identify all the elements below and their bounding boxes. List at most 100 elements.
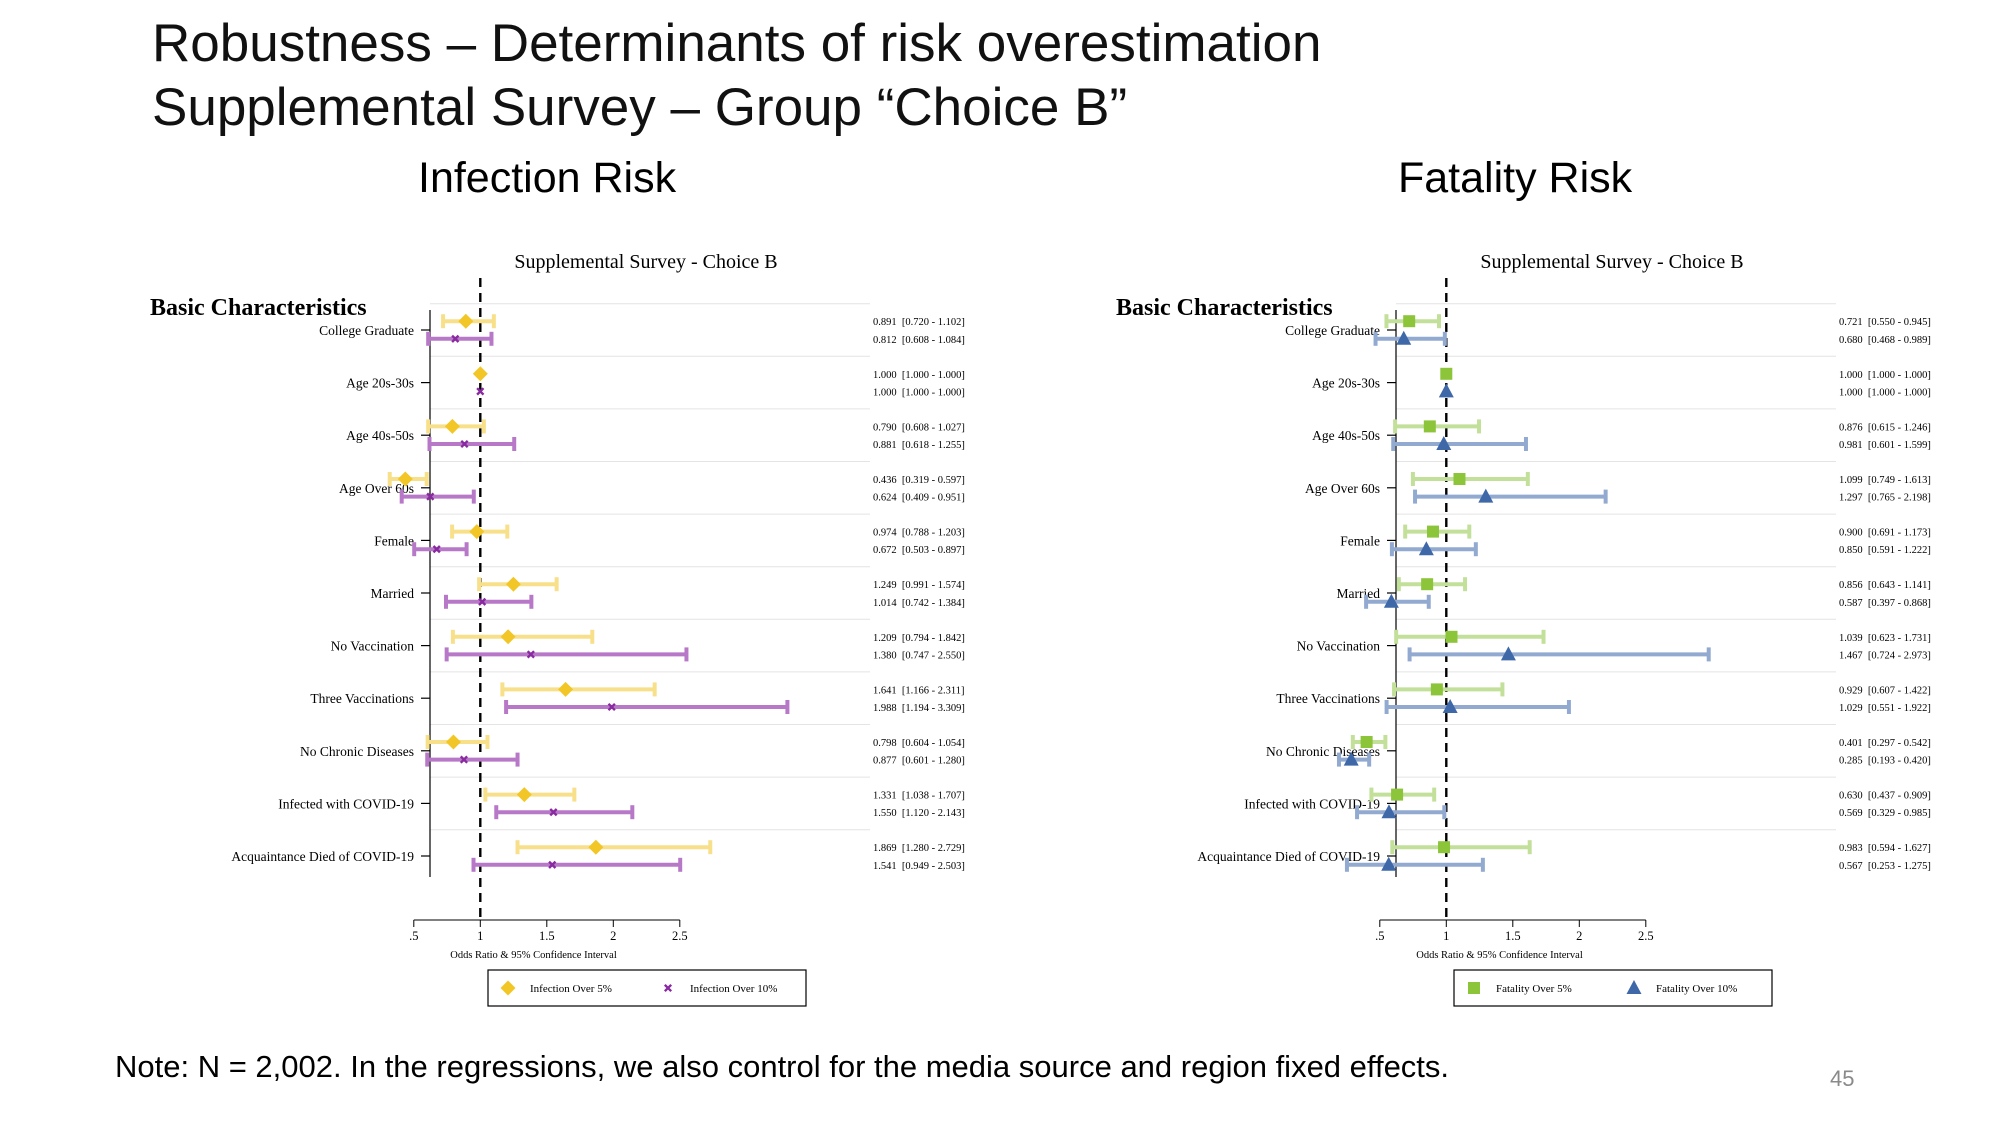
infection-estimate-label: 1.000 [1.000 - 1.000] — [873, 387, 965, 398]
fatality-estimate-label: 0.929 [0.607 - 1.422] — [1839, 685, 1931, 696]
fatality-estimate-label: 0.569 [0.329 - 0.985] — [1839, 808, 1931, 819]
fatality-estimate-label: 0.983 [0.594 - 1.627] — [1839, 843, 1931, 854]
infection-estimate-label: 1.249 [0.991 - 1.574] — [873, 580, 965, 591]
infection-legend-marker — [663, 983, 673, 993]
infection-point-marker — [526, 650, 535, 659]
fatality-point-marker — [1442, 699, 1458, 713]
infection-point-marker — [469, 524, 485, 540]
fatality-estimate-label: 1.039 [0.623 - 1.731] — [1839, 633, 1931, 644]
fatality-category-label: Age 20s-30s — [1312, 376, 1380, 391]
fatality-estimate-label: 1.297 [0.765 - 2.198] — [1839, 493, 1931, 504]
fatality-legend-label: Fatality Over 5% — [1496, 983, 1572, 995]
infection-estimate-label: 1.541 [0.949 - 2.503] — [873, 861, 965, 872]
fatality-point-marker — [1403, 315, 1416, 328]
fatality-legend-marker — [1468, 982, 1480, 994]
infection-risk-heading: Infection Risk — [418, 154, 677, 202]
infection-point-marker — [558, 681, 574, 697]
infection-category-label: Age 40s-50s — [346, 428, 414, 443]
infection-point-marker — [548, 860, 557, 869]
infection-estimate-label: 0.790 [0.608 - 1.027] — [873, 422, 965, 433]
infection-point-marker — [445, 734, 461, 750]
infection-point-marker — [459, 755, 468, 764]
infection-estimate-label: 0.877 [0.601 - 1.280] — [873, 756, 965, 767]
fatality-x-tick-label: 2.5 — [1638, 929, 1654, 943]
infection-category-label: College Graduate — [319, 323, 414, 338]
fatality-point-marker — [1440, 367, 1453, 380]
fatality-point-marker — [1445, 630, 1458, 643]
fatality-point-marker — [1500, 646, 1516, 661]
infection-series-2: 0.812 [0.608 - 1.084] 1.000 [1.000 - 1.00… — [399, 331, 965, 872]
infection-estimate-label: 1.380 [0.747 - 2.550] — [873, 650, 965, 661]
fatality-point-marker — [1396, 330, 1412, 345]
infection-category-label: No Vaccination — [331, 639, 415, 654]
infection-estimate-label: 1.014 [0.742 - 1.384] — [873, 598, 965, 609]
footnote: Note: N = 2,002. In the regressions, we … — [115, 1049, 1450, 1084]
infection-estimate-label: 1.641 [1.166 - 2.311] — [873, 685, 964, 696]
fatality-category-label: Age Over 60s — [1305, 481, 1380, 496]
infection-category-label: Married — [371, 586, 415, 601]
fatality-point-marker — [1418, 541, 1434, 556]
infection-point-marker — [426, 492, 435, 501]
infection-category-label: Age Over 60s — [339, 481, 414, 496]
fatality-point-marker — [1391, 788, 1404, 801]
fatality-estimate-label: 1.029 [0.551 - 1.922] — [1839, 703, 1931, 714]
infection-legend-label: Infection Over 5% — [530, 983, 612, 995]
fatality-category-label: Infected with COVID-19 — [1244, 796, 1380, 811]
fatality-risk-chart: Supplemental Survey - Choice B Basic Char… — [1116, 251, 1931, 1007]
infection-x-tick-label: 1.5 — [539, 929, 555, 943]
infection-point-marker — [432, 545, 441, 554]
fatality-legend-label: Fatality Over 10% — [1656, 983, 1737, 995]
page-number: 45 — [1830, 1066, 1855, 1091]
infection-category-label: Female — [374, 533, 414, 548]
infection-point-marker — [500, 629, 516, 645]
slide-title-line-2: Supplemental Survey – Group “Choice B” — [152, 78, 1128, 137]
fatality-x-tick-label: 1 — [1443, 929, 1449, 943]
fatality-category-label: No Vaccination — [1297, 639, 1381, 654]
infection-point-marker — [460, 439, 469, 449]
fatality-point-marker — [1421, 578, 1434, 591]
infection-point-marker — [505, 576, 521, 592]
infection-x-tick-label: 2.5 — [672, 929, 688, 943]
infection-point-marker — [458, 313, 474, 329]
infection-estimate-label: 1.869 [1.280 - 2.729] — [873, 843, 965, 854]
infection-risk-chart: Supplemental Survey - Choice B Basic Char… — [150, 251, 965, 1007]
infection-category-label: Three Vaccinations — [310, 691, 414, 706]
infection-x-axis-label: Odds Ratio & 95% Confidence Interval — [450, 950, 617, 961]
infection-point-marker — [451, 334, 460, 343]
infection-legend-box — [487, 969, 807, 1007]
fatality-estimate-label: 0.721 [0.550 - 0.945] — [1839, 317, 1931, 328]
fatality-x-axis-label: Odds Ratio & 95% Confidence Interval — [1416, 950, 1583, 961]
infection-legend-label: Infection Over 10% — [690, 983, 777, 995]
infection-point-marker — [472, 366, 488, 382]
slide-title-line-1: Robustness – Determinants of risk overes… — [152, 14, 1322, 73]
infection-point-marker — [588, 839, 604, 855]
fatality-category-label: Acquaintance Died of COVID-19 — [1197, 849, 1380, 864]
infection-estimate-label: 0.812 [0.608 - 1.084] — [873, 335, 965, 346]
fatality-point-marker — [1343, 751, 1359, 766]
infection-x-tick-label: 1 — [477, 929, 483, 943]
infection-estimate-label: 0.881 [0.618 - 1.255] — [873, 440, 965, 451]
infection-estimate-label: 0.672 [0.503 - 0.897] — [873, 545, 965, 556]
infection-estimate-label: 0.974 [0.788 - 1.203] — [873, 528, 965, 539]
fatality-category-label: Three Vaccinations — [1276, 691, 1380, 706]
fatality-x-tick-label: 1.5 — [1505, 929, 1521, 943]
fatality-point-marker — [1381, 804, 1397, 819]
fatality-point-marker — [1436, 436, 1452, 450]
fatality-point-marker — [1438, 841, 1451, 854]
fatality-risk-heading: Fatality Risk — [1398, 154, 1633, 202]
infection-category-label: Acquaintance Died of COVID-19 — [231, 849, 414, 864]
infection-estimate-label: 0.624 [0.409 - 0.951] — [873, 493, 965, 504]
fatality-series-2: 0.680 [0.468 - 0.989] 1.000 [1.000 - 1.00… — [1336, 330, 1931, 872]
fatality-point-marker — [1383, 593, 1399, 608]
fatality-x-tick-label: 2 — [1576, 929, 1582, 943]
infection-estimate-label: 1.331 [1.038 - 1.707] — [873, 791, 965, 802]
fatality-chart-title: Supplemental Survey - Choice B — [1480, 251, 1743, 273]
fatality-category-label: Female — [1340, 533, 1380, 548]
infection-category-label: Age 20s-30s — [346, 376, 414, 391]
fatality-legend-marker — [1626, 980, 1642, 994]
fatality-point-marker — [1360, 736, 1373, 748]
fatality-series-1: 0.721 [0.550 - 0.945] 1.000 [1.000 - 1.00… — [1350, 314, 1931, 855]
fatality-estimate-label: 0.680 [0.468 - 0.989] — [1839, 335, 1931, 346]
infection-estimate-label: 1.000 [1.000 - 1.000] — [873, 370, 965, 381]
fatality-point-marker — [1381, 856, 1397, 871]
